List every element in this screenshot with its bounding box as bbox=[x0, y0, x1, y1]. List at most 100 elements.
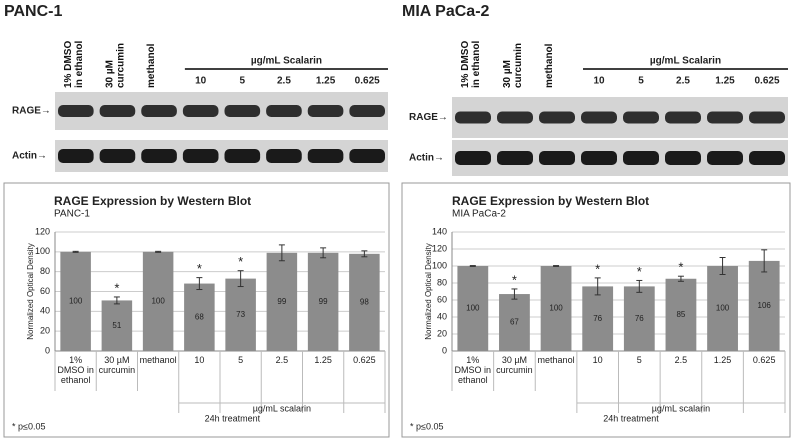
x-tick-label: 5 bbox=[238, 355, 244, 365]
group-caption: 24h treatment bbox=[205, 413, 261, 423]
y-tick-label: 0 bbox=[442, 345, 447, 355]
y-tick-label: 140 bbox=[432, 226, 447, 236]
band bbox=[182, 105, 219, 117]
band bbox=[749, 111, 785, 124]
band bbox=[665, 111, 701, 124]
error-bar bbox=[113, 296, 120, 305]
x-tick-label: 30 µM curcumin bbox=[496, 355, 533, 375]
band bbox=[266, 149, 302, 163]
x-tick-label: 0.625 bbox=[752, 355, 776, 365]
x-tick-label: 0.625 bbox=[752, 355, 776, 365]
row-label: Actin→ bbox=[409, 153, 444, 164]
value-label: 76 bbox=[635, 314, 644, 323]
bar bbox=[623, 286, 655, 351]
band bbox=[455, 111, 491, 124]
bar bbox=[307, 252, 339, 351]
lane-label: methanol bbox=[544, 44, 555, 88]
band bbox=[539, 151, 575, 165]
y-tick-label: 60 bbox=[40, 286, 50, 296]
lane-label: methanol bbox=[146, 43, 158, 88]
x-tick-label: 1% DMSO in ethanol bbox=[57, 355, 94, 385]
x-tick-label: methanol bbox=[140, 355, 177, 365]
y-tick-label: 80 bbox=[437, 277, 447, 287]
row-label: Actin→ bbox=[12, 151, 47, 162]
value-label: 73 bbox=[236, 310, 245, 319]
x-tick-label: 5 bbox=[238, 355, 244, 365]
x-tick-label: 10 bbox=[592, 355, 603, 365]
y-tick-label: 40 bbox=[437, 311, 447, 321]
chart-title: RAGE Expression by Western Blot bbox=[54, 194, 251, 208]
x-tick-label: 2.5 bbox=[276, 355, 289, 365]
y-tick-label: 100 bbox=[432, 260, 447, 270]
value-label: 100 bbox=[151, 297, 165, 306]
x-tick-label: 30 µM curcumin bbox=[98, 355, 136, 375]
band bbox=[539, 111, 575, 124]
error-bar bbox=[237, 270, 244, 288]
y-axis-label: Normalized Optical Density bbox=[424, 243, 433, 339]
y-tick-label: 40 bbox=[40, 306, 50, 316]
band bbox=[623, 151, 659, 165]
value-label: 98 bbox=[360, 298, 369, 307]
lane-label: 1.25 bbox=[715, 76, 735, 87]
band bbox=[99, 149, 136, 163]
lane-label: 1% DMSO in ethanol bbox=[62, 40, 85, 88]
band bbox=[623, 111, 659, 124]
x-tick-label: 30 µM curcumin bbox=[496, 355, 533, 375]
y-tick-label: 120 bbox=[432, 243, 447, 253]
value-label: 85 bbox=[676, 310, 685, 319]
x-tick-label: 1.25 bbox=[713, 355, 732, 365]
x-tick-label: 1.25 bbox=[314, 355, 332, 365]
band bbox=[266, 105, 302, 117]
lane-label: 2.5 bbox=[676, 76, 690, 87]
value-label: 76 bbox=[593, 314, 602, 323]
significance-marker: * bbox=[238, 254, 243, 269]
lane-label: 10 bbox=[195, 76, 207, 87]
value-label: 100 bbox=[549, 304, 563, 313]
group-label: µg/mL Scalarin bbox=[650, 56, 721, 67]
value-label: 100 bbox=[69, 297, 83, 306]
lane-label: 30 µM curcumin bbox=[502, 42, 524, 88]
band bbox=[307, 149, 344, 163]
error-bar bbox=[677, 275, 684, 282]
value-label: 100 bbox=[716, 304, 730, 313]
band bbox=[307, 105, 344, 117]
lane-label: 30 µM curcumin bbox=[502, 42, 524, 88]
x-tick-label: 1% DMSO in ethanol bbox=[455, 355, 492, 385]
error-bar bbox=[719, 257, 726, 275]
chart-subtitle: PANC-1 bbox=[54, 209, 90, 220]
band bbox=[497, 151, 533, 165]
error-bar bbox=[636, 279, 643, 293]
lane-label: 1% DMSO in ethanol bbox=[62, 40, 85, 88]
footnote: * p≤0.05 bbox=[410, 421, 443, 431]
y-tick-label: 60 bbox=[437, 294, 447, 304]
value-label: 106 bbox=[758, 301, 772, 310]
lane-label: 0.625 bbox=[355, 76, 380, 87]
y-axis-label: Normalized Optical Density bbox=[26, 243, 35, 339]
lane-label: 1.25 bbox=[316, 76, 336, 87]
footnote: * p≤0.05 bbox=[12, 421, 45, 431]
band bbox=[581, 151, 617, 165]
y-tick-label: 20 bbox=[437, 328, 447, 338]
band bbox=[224, 149, 261, 163]
bar bbox=[184, 283, 215, 351]
x-tick-label: 1.25 bbox=[314, 355, 332, 365]
x-tick-label: 1.25 bbox=[713, 355, 732, 365]
significance-marker: * bbox=[197, 261, 202, 276]
value-label: 99 bbox=[277, 297, 286, 306]
x-tick-label: 2.5 bbox=[674, 355, 688, 365]
lane-label: 1% DMSO in ethanol bbox=[460, 40, 482, 88]
x-tick-label: 5 bbox=[636, 355, 642, 365]
error-bar bbox=[553, 265, 560, 267]
bar bbox=[349, 253, 380, 351]
value-label: 99 bbox=[319, 297, 328, 306]
significance-marker: * bbox=[637, 264, 642, 279]
row-label: RAGE→ bbox=[409, 112, 448, 123]
bar bbox=[142, 251, 174, 351]
group-label: µg/mL Scalarin bbox=[251, 56, 322, 67]
significance-marker: * bbox=[595, 261, 600, 276]
bar bbox=[457, 266, 489, 351]
error-bar bbox=[320, 247, 327, 259]
lane-label: methanol bbox=[146, 43, 158, 88]
row-label: RAGE→ bbox=[12, 106, 51, 117]
group-caption: 24h treatment bbox=[603, 413, 659, 423]
